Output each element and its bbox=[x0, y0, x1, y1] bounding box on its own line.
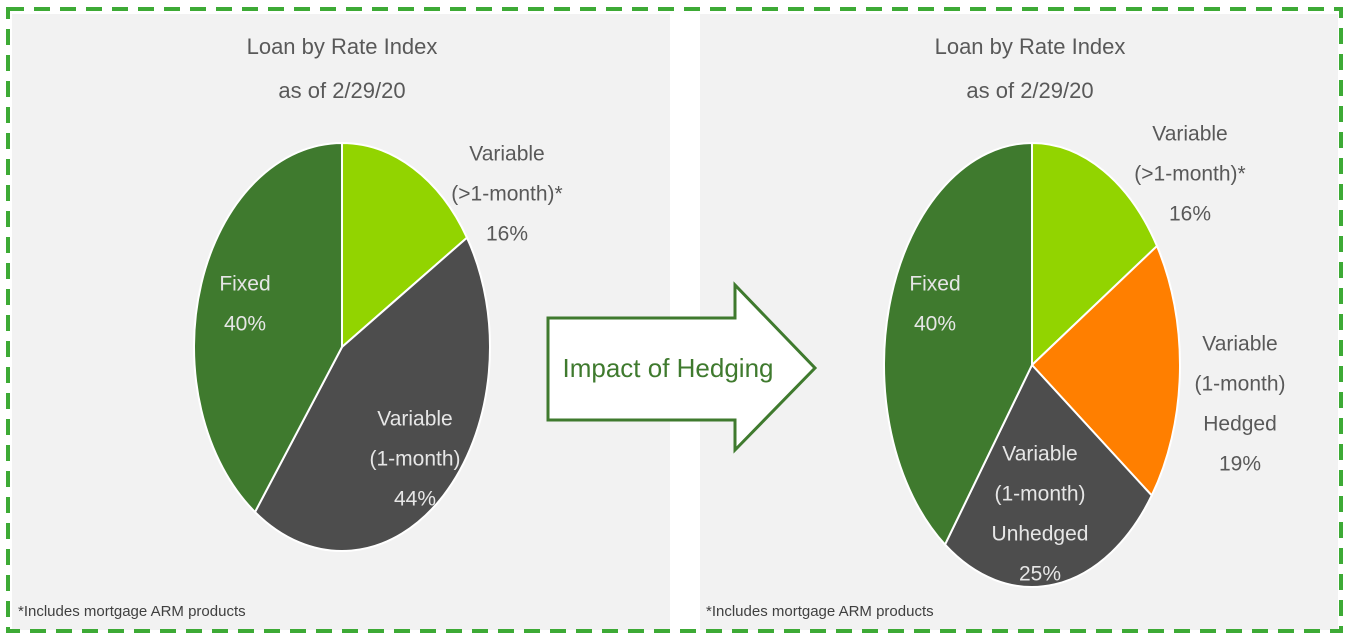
pie-slice bbox=[341, 141, 469, 350]
arrow-label: Impact of Hedging bbox=[562, 353, 773, 383]
chart-subtitle: as of 2/29/20 bbox=[966, 78, 1093, 103]
slice-label: (1-month) bbox=[994, 483, 1085, 506]
slice-label: (>1-month)* bbox=[451, 183, 562, 206]
slice-label: Variable bbox=[1002, 443, 1078, 466]
value-label: 44% bbox=[394, 488, 436, 511]
pie-slice bbox=[1030, 244, 1181, 498]
value-label: 40% bbox=[914, 313, 956, 336]
slice-label: (>1-month)* bbox=[1134, 163, 1245, 186]
chart-subtitle: as of 2/29/20 bbox=[278, 78, 405, 103]
pie-slice bbox=[193, 141, 343, 514]
slice-label: Fixed bbox=[909, 273, 960, 296]
slice-label: (1-month) bbox=[1194, 373, 1285, 396]
chart-title: Loan by Rate Index bbox=[935, 34, 1126, 59]
pie-slice bbox=[1031, 141, 1159, 368]
slice-label: Hedged bbox=[1203, 413, 1277, 436]
footnote: *Includes mortgage ARM products bbox=[18, 603, 246, 620]
slice-label: Fixed bbox=[219, 273, 270, 296]
slice-label: Variable bbox=[1202, 333, 1278, 356]
dashed-border bbox=[6, 7, 1343, 633]
footnote: *Includes mortgage ARM products bbox=[706, 603, 934, 620]
pie-slice bbox=[253, 236, 491, 552]
pie-slice bbox=[943, 363, 1153, 588]
pie-slice bbox=[883, 141, 1033, 547]
slice-label: Variable bbox=[1152, 123, 1228, 146]
slice-label: Variable bbox=[469, 143, 545, 166]
value-label: 16% bbox=[486, 223, 528, 246]
slice-label: (1-month) bbox=[369, 448, 460, 471]
arrow bbox=[546, 281, 818, 454]
value-label: 40% bbox=[224, 313, 266, 336]
value-label: 16% bbox=[1169, 203, 1211, 226]
slice-label: Unhedged bbox=[992, 523, 1089, 546]
value-label: 19% bbox=[1219, 453, 1261, 476]
slice-label: Variable bbox=[377, 408, 453, 431]
chart-title: Loan by Rate Index bbox=[247, 34, 438, 59]
value-label: 25% bbox=[1019, 563, 1061, 586]
